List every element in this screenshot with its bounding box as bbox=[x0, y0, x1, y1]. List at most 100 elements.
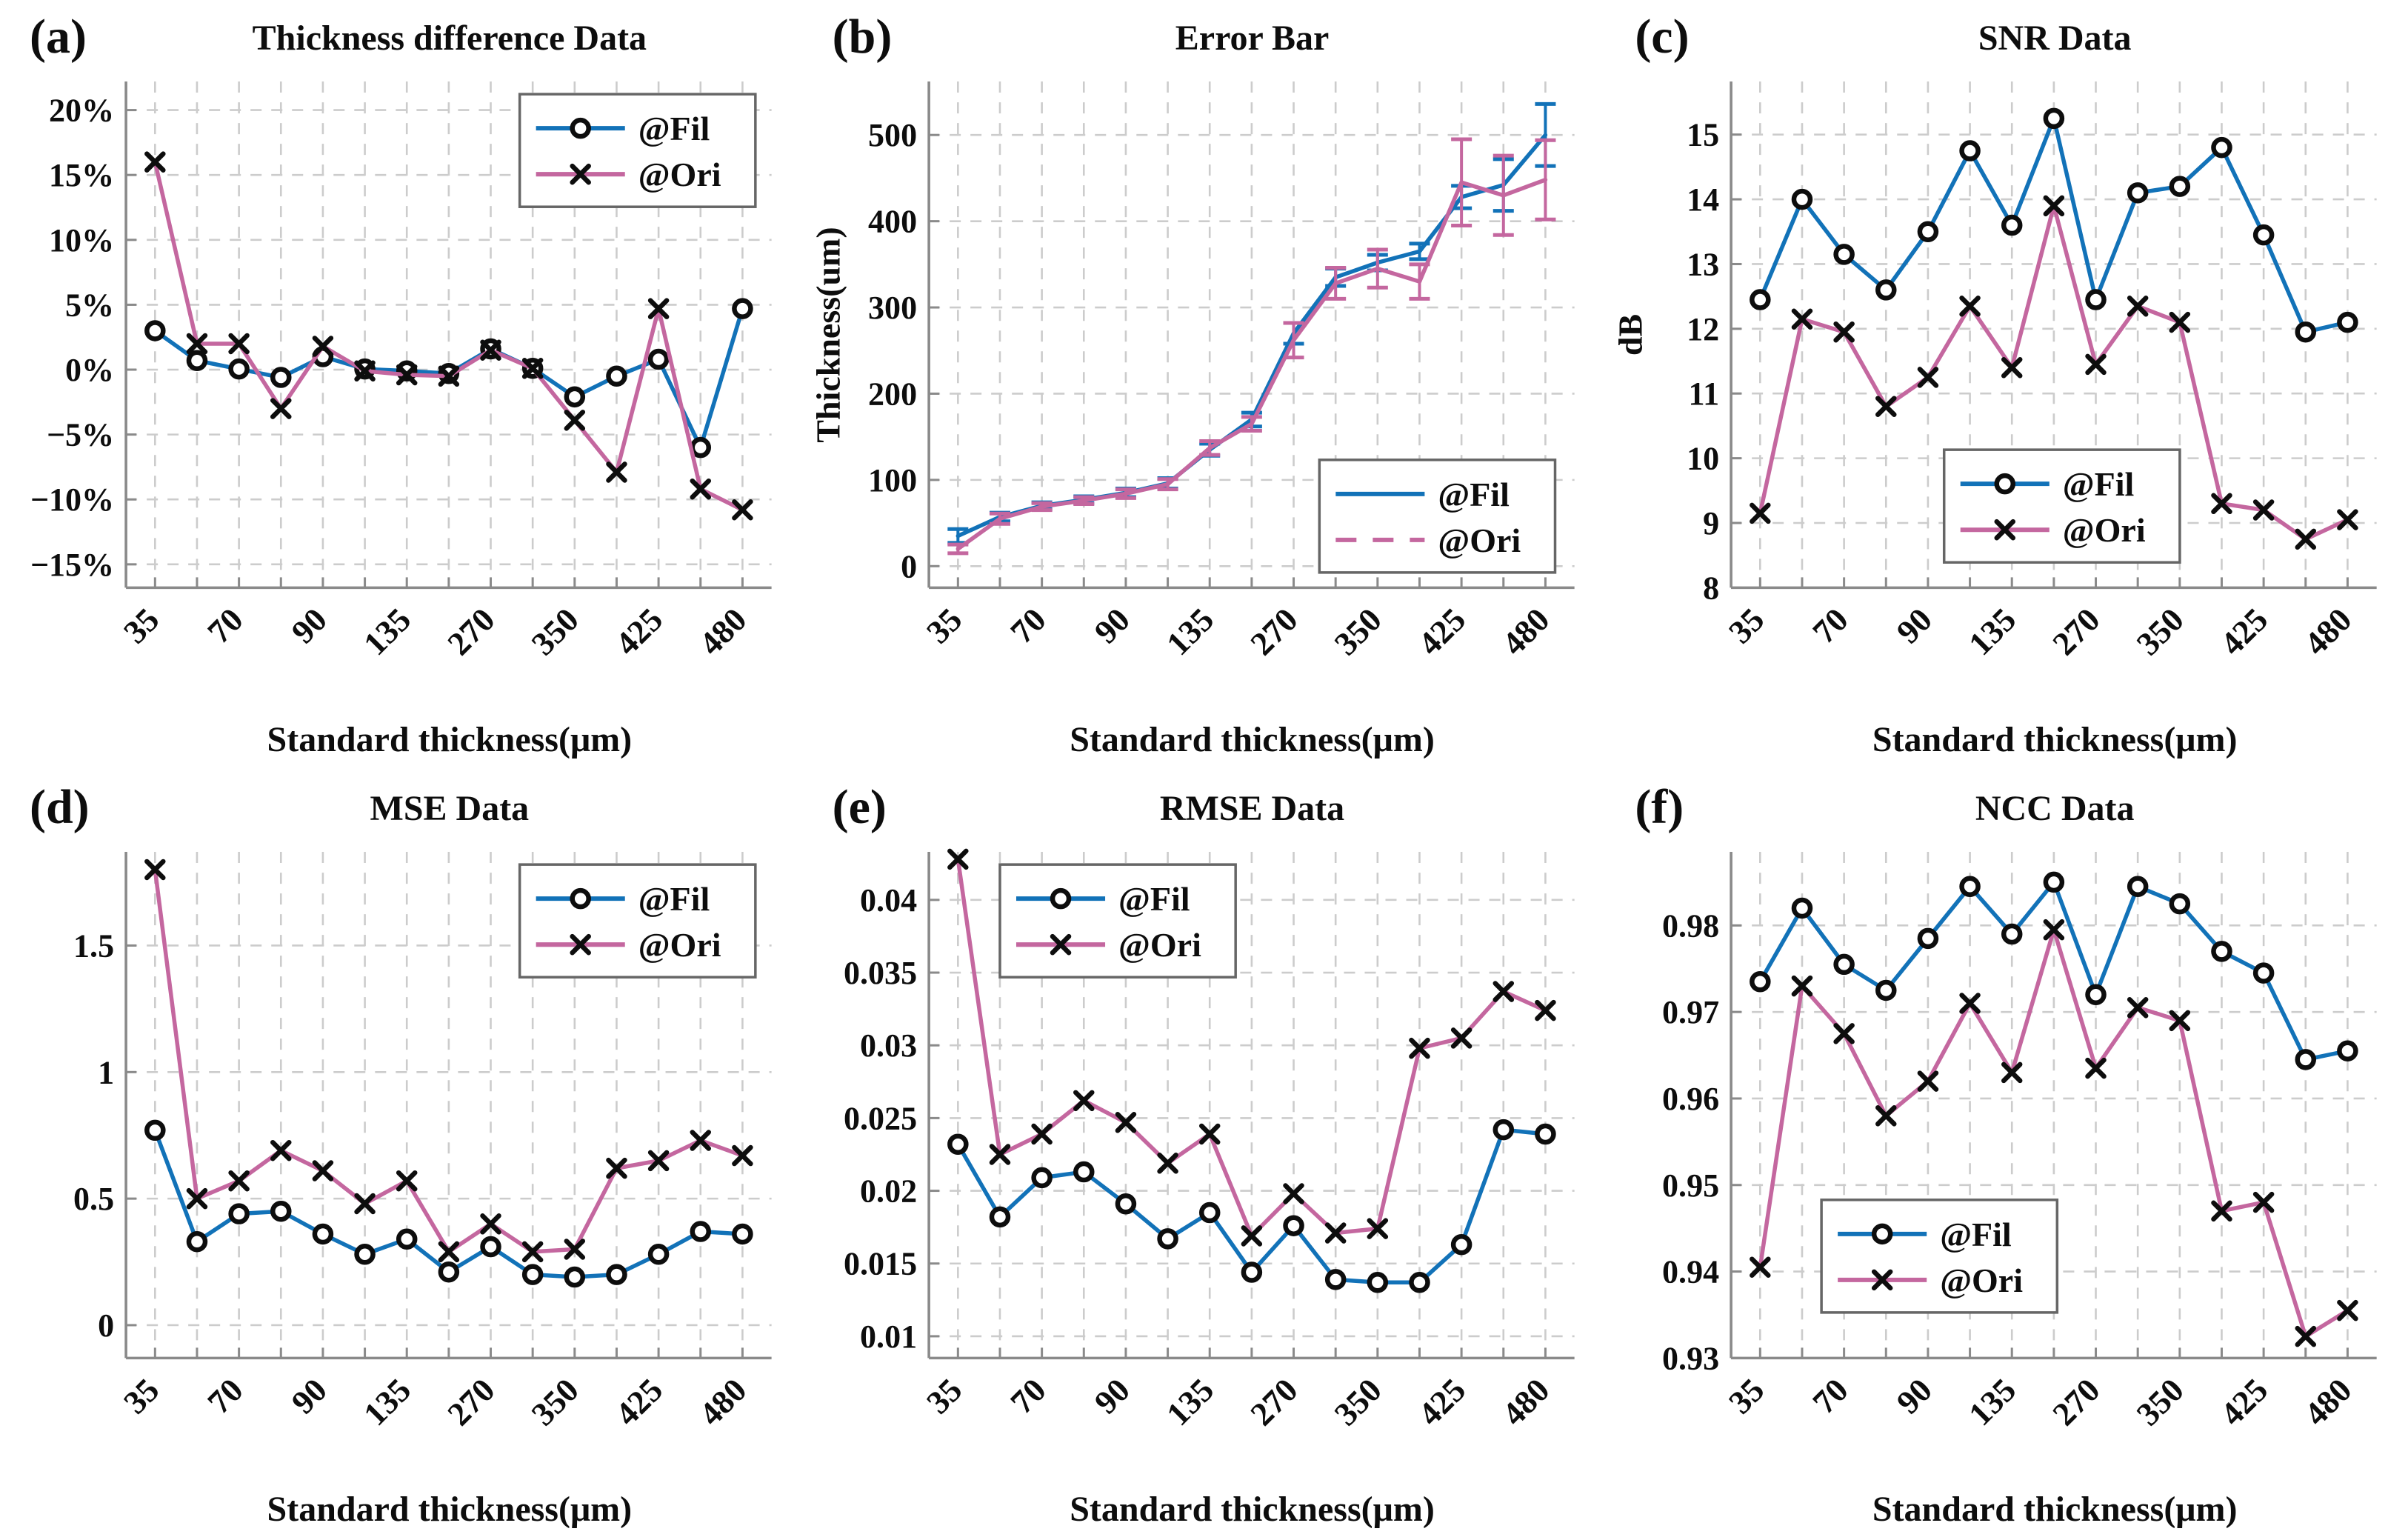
svg-text:200: 200 bbox=[868, 376, 917, 412]
svg-text:350: 350 bbox=[1327, 1371, 1388, 1433]
svg-text:0.95: 0.95 bbox=[1662, 1167, 1719, 1203]
svg-text:0.015: 0.015 bbox=[844, 1245, 917, 1281]
chart-canvas-f: 35 70 90 135 270 350 425 480 0.98 0.97 0.96 0.95 0.9… bbox=[1605, 770, 2408, 1540]
svg-text:350: 350 bbox=[524, 1371, 586, 1433]
svg-text:@Ori: @Ori bbox=[1941, 1261, 2024, 1299]
svg-text:270: 270 bbox=[1243, 1371, 1304, 1433]
svg-text:@Fil: @Fil bbox=[638, 110, 710, 147]
chart-canvas-a: 35 70 90 135 270 350 425 480 20% 15% 10% 5% 0% −5% −10… bbox=[0, 0, 803, 770]
svg-text:100: 100 bbox=[868, 462, 917, 499]
panel-label-b: (b) bbox=[832, 10, 893, 64]
svg-text:−10%: −10% bbox=[30, 481, 114, 518]
svg-text:0.93: 0.93 bbox=[1662, 1340, 1719, 1376]
chart-title-e: RMSE Data bbox=[1159, 788, 1345, 828]
svg-text:300: 300 bbox=[868, 290, 917, 326]
svg-text:0.97: 0.97 bbox=[1662, 994, 1719, 1030]
svg-text:425: 425 bbox=[2213, 601, 2275, 662]
svg-text:270: 270 bbox=[440, 601, 501, 662]
svg-text:350: 350 bbox=[1327, 601, 1388, 662]
svg-text:480: 480 bbox=[692, 1371, 753, 1433]
panel-e: (e) RMSE Data 35 70 90 135 270 350 425 480 0.04 0… bbox=[803, 770, 1606, 1540]
svg-text:0%: 0% bbox=[65, 352, 114, 388]
chart-title-a: Thickness difference Data bbox=[252, 19, 647, 58]
chart-canvas-e: 35 70 90 135 270 350 425 480 0.04 0.035 0.03 0.025 0… bbox=[803, 770, 1606, 1540]
chart-canvas-c: 35 70 90 135 270 350 425 480 15 14 13 12 11 10 9 8 @Fil @… bbox=[1605, 0, 2408, 770]
svg-text:0: 0 bbox=[98, 1307, 114, 1343]
svg-text:270: 270 bbox=[440, 1371, 501, 1433]
svg-text:@Fil: @Fil bbox=[638, 880, 710, 918]
svg-text:@Ori: @Ori bbox=[638, 156, 721, 193]
svg-text:350: 350 bbox=[524, 601, 586, 662]
svg-text:@Fil: @Fil bbox=[1941, 1215, 2012, 1253]
svg-text:9: 9 bbox=[1703, 505, 1719, 541]
y-axis-label-c: dB bbox=[1611, 314, 1650, 356]
svg-text:@Ori: @Ori bbox=[2063, 511, 2146, 549]
svg-text:270: 270 bbox=[2046, 1371, 2107, 1433]
svg-text:90: 90 bbox=[1087, 601, 1136, 650]
chart-svg-f: 35 70 90 135 270 350 425 480 0.98 0.97 0.96 0.95 0.9… bbox=[1662, 851, 2377, 1433]
panel-label-c: (c) bbox=[1635, 10, 1690, 64]
svg-text:@Ori: @Ori bbox=[1118, 926, 1201, 964]
x-axis-label-d: Standard thickness(μm) bbox=[267, 1490, 633, 1529]
svg-text:135: 135 bbox=[1159, 601, 1221, 662]
svg-text:−5%: −5% bbox=[47, 417, 114, 453]
svg-text:0: 0 bbox=[901, 548, 917, 584]
chart-svg-a: 35 70 90 135 270 350 425 480 20% 15% 10% 5% 0% −5% −10… bbox=[30, 81, 772, 662]
svg-text:35: 35 bbox=[1722, 601, 1772, 650]
svg-text:13: 13 bbox=[1687, 246, 1719, 282]
x-axis-label-c: Standard thickness(μm) bbox=[1872, 719, 2238, 759]
svg-text:35: 35 bbox=[116, 1371, 166, 1421]
chart-canvas-d: 35 70 90 135 270 350 425 480 1.5 1 0.5 0 @Fil @Ori bbox=[0, 770, 803, 1540]
svg-text:35: 35 bbox=[116, 601, 166, 650]
svg-text:135: 135 bbox=[1962, 1371, 2024, 1433]
svg-text:90: 90 bbox=[1890, 601, 1939, 650]
svg-text:90: 90 bbox=[284, 601, 334, 650]
chart-svg-c: 35 70 90 135 270 350 425 480 15 14 13 12 11 10 9 8 @Fil @… bbox=[1687, 81, 2377, 662]
svg-text:480: 480 bbox=[692, 601, 753, 662]
svg-text:350: 350 bbox=[2129, 601, 2191, 662]
svg-text:@Ori: @Ori bbox=[1438, 521, 1521, 559]
svg-text:425: 425 bbox=[2213, 1371, 2275, 1433]
panel-c: (c) SNR Data dB 35 70 90 135 270 350 425 480 15 1… bbox=[1605, 0, 2408, 770]
panel-label-e: (e) bbox=[832, 779, 887, 834]
svg-text:70: 70 bbox=[201, 601, 250, 650]
svg-text:14: 14 bbox=[1687, 181, 1719, 218]
panel-a: (a) Thickness difference Data 35 70 90 135 2… bbox=[0, 0, 803, 770]
svg-text:270: 270 bbox=[1243, 601, 1304, 662]
svg-text:0.01: 0.01 bbox=[860, 1318, 917, 1354]
x-axis-label-f: Standard thickness(μm) bbox=[1872, 1490, 2238, 1529]
svg-text:425: 425 bbox=[1411, 601, 1473, 662]
svg-text:0.04: 0.04 bbox=[860, 881, 917, 918]
panel-d: (d) MSE Data 35 70 90 135 270 350 425 480 1.5 1 0.… bbox=[0, 770, 803, 1540]
svg-text:350: 350 bbox=[2129, 1371, 2191, 1433]
panel-label-f: (f) bbox=[1635, 779, 1684, 834]
svg-text:425: 425 bbox=[1411, 1371, 1473, 1433]
svg-text:70: 70 bbox=[201, 1371, 250, 1421]
panel-label-d: (d) bbox=[30, 779, 90, 834]
svg-text:10%: 10% bbox=[49, 222, 114, 259]
svg-text:70: 70 bbox=[1003, 601, 1053, 650]
svg-text:15%: 15% bbox=[49, 157, 114, 193]
svg-text:8: 8 bbox=[1703, 570, 1719, 606]
svg-text:0.035: 0.035 bbox=[844, 955, 917, 991]
svg-text:135: 135 bbox=[1962, 601, 2024, 662]
svg-text:35: 35 bbox=[919, 1371, 969, 1421]
svg-text:425: 425 bbox=[608, 601, 670, 662]
svg-text:425: 425 bbox=[608, 1371, 670, 1433]
svg-text:0.98: 0.98 bbox=[1662, 907, 1719, 944]
svg-text:20%: 20% bbox=[49, 93, 114, 129]
svg-text:90: 90 bbox=[284, 1371, 334, 1421]
svg-text:15: 15 bbox=[1687, 117, 1719, 153]
svg-text:10: 10 bbox=[1687, 441, 1719, 477]
svg-text:5%: 5% bbox=[65, 287, 114, 323]
svg-text:0.5: 0.5 bbox=[73, 1181, 114, 1217]
x-axis-label-a: Standard thickness(μm) bbox=[267, 719, 633, 759]
svg-text:500: 500 bbox=[868, 117, 917, 153]
chart-title-b: Error Bar bbox=[1175, 19, 1330, 58]
x-axis-label-e: Standard thickness(μm) bbox=[1070, 1490, 1435, 1529]
svg-text:70: 70 bbox=[1806, 601, 1855, 650]
svg-text:90: 90 bbox=[1087, 1371, 1136, 1421]
svg-text:135: 135 bbox=[1159, 1371, 1221, 1433]
svg-text:135: 135 bbox=[356, 1371, 418, 1433]
